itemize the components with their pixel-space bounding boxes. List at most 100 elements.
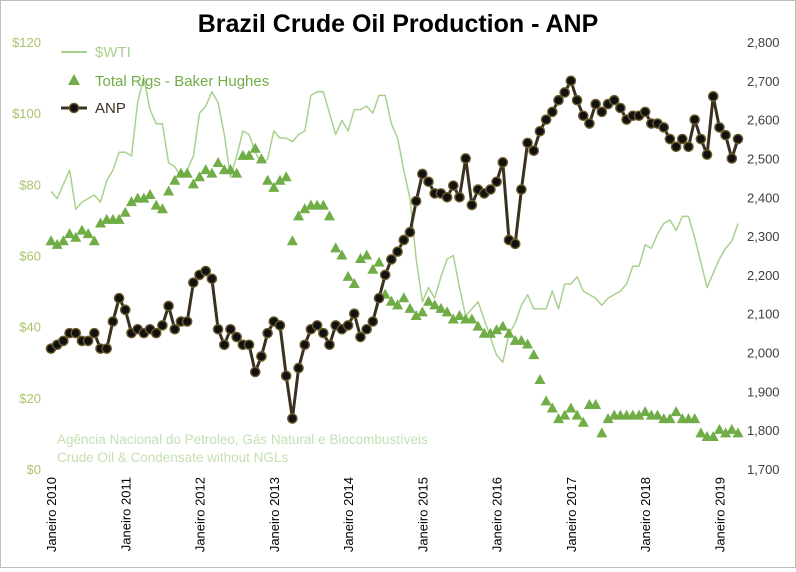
- anp-marker: [559, 87, 571, 98]
- rigs-marker: [342, 270, 354, 281]
- rigs-marker: [373, 256, 385, 267]
- rigs-marker: [602, 413, 614, 424]
- x-axis-tick-label: Janeiro 2012: [193, 477, 208, 552]
- rigs-marker: [639, 406, 651, 417]
- rigs-marker: [299, 203, 311, 214]
- anp-marker: [398, 234, 410, 246]
- anp-marker: [355, 331, 366, 343]
- x-axis-tick-label: Janeiro 2018: [638, 477, 653, 552]
- anp-marker: [565, 75, 577, 87]
- anp-marker: [707, 91, 719, 102]
- rigs-marker: [410, 309, 422, 320]
- anp-marker: [119, 304, 131, 316]
- anp-marker: [658, 122, 670, 133]
- rigs-marker: [472, 320, 484, 331]
- right-axis-tick-label: 2,600: [747, 113, 780, 128]
- rigs-marker: [497, 320, 509, 331]
- anp-marker: [547, 106, 558, 118]
- rigs-marker: [262, 174, 274, 185]
- anp-marker: [101, 343, 113, 354]
- rigs-marker: [194, 171, 206, 182]
- rigs-marker: [695, 427, 707, 438]
- annotation-line: Agência Nacional do Petroleo, Gás Natura…: [57, 432, 428, 447]
- rigs-marker: [392, 299, 404, 310]
- rigs-marker: [652, 409, 664, 420]
- anp-marker: [670, 141, 682, 153]
- rigs-marker: [212, 156, 224, 167]
- anp-marker: [689, 114, 700, 125]
- left-axis-tick-label: $0: [27, 462, 41, 477]
- rigs-marker: [484, 327, 496, 338]
- anp-marker: [460, 153, 471, 164]
- rigs-marker: [187, 178, 199, 189]
- right-axis-tick-label: 2,400: [747, 190, 780, 205]
- rigs-marker: [466, 313, 478, 324]
- anp-series: [45, 75, 744, 424]
- anp-marker: [287, 413, 298, 424]
- right-axis-tick-label: 1,900: [747, 384, 780, 399]
- rigs-marker: [534, 374, 546, 385]
- anp-marker: [410, 195, 422, 207]
- rigs-marker: [522, 338, 534, 349]
- legend-label-anp: ANP: [95, 100, 126, 117]
- rigs-marker: [70, 231, 82, 242]
- rigs-marker: [125, 196, 137, 207]
- anp-marker: [491, 176, 502, 188]
- legend-label-wti: $WTI: [95, 44, 131, 61]
- anp-marker: [528, 145, 540, 156]
- right-axis-tick-label: 2,000: [747, 346, 780, 361]
- anp-marker: [447, 180, 459, 191]
- rigs-marker: [82, 228, 94, 239]
- anp-marker: [553, 94, 564, 106]
- anp-marker: [262, 327, 273, 339]
- rigs-marker: [243, 149, 255, 160]
- anp-marker: [89, 327, 100, 339]
- rigs-marker: [268, 181, 280, 192]
- anp-marker: [348, 308, 360, 320]
- x-axis-tick-label: Janeiro 2019: [712, 477, 727, 552]
- anp-marker: [695, 133, 707, 145]
- chart-title: Brazil Crude Oil Production - ANP: [198, 10, 599, 38]
- anp-marker: [608, 94, 620, 106]
- anp-marker: [318, 327, 329, 339]
- rigs-marker: [224, 164, 236, 175]
- rigs-marker: [354, 253, 366, 264]
- rigs-marker: [633, 409, 645, 420]
- left-axis-tick-label: $20: [19, 391, 41, 406]
- rigs-marker: [95, 217, 107, 228]
- rigs-marker: [670, 406, 682, 417]
- anp-marker: [701, 149, 713, 160]
- rigs-marker: [664, 413, 676, 424]
- wti-series: [50, 76, 739, 364]
- rigs-marker: [596, 427, 608, 438]
- anp-marker: [249, 366, 261, 378]
- rigs-marker: [280, 171, 292, 182]
- rigs-marker: [76, 224, 88, 235]
- annotation: Agência Nacional do Petroleo, Gás Natura…: [57, 432, 428, 465]
- anp-marker: [70, 327, 82, 339]
- legend: $WTI Total Rigs - Baker Hughes ANP: [61, 44, 269, 117]
- rigs-series: [45, 142, 744, 441]
- rigs-marker: [348, 277, 360, 288]
- anp-marker: [454, 191, 465, 203]
- rigs-marker: [45, 235, 57, 246]
- wti-line: [50, 76, 739, 364]
- rigs-marker: [404, 302, 416, 313]
- anp-marker: [522, 137, 533, 149]
- anp-marker: [367, 316, 379, 327]
- rigs-marker: [200, 164, 212, 175]
- rigs-marker: [720, 427, 732, 438]
- right-axis-tick-label: 2,800: [747, 35, 780, 50]
- anp-marker: [299, 339, 311, 351]
- anp-marker: [466, 199, 478, 211]
- right-axis-tick-label: 2,300: [747, 229, 780, 244]
- anp-marker: [218, 339, 230, 351]
- rigs-marker: [565, 402, 577, 413]
- right-axis-tick-label: 2,500: [747, 151, 780, 166]
- anp-marker: [683, 141, 694, 153]
- anp-marker: [441, 191, 453, 203]
- anp-marker: [540, 114, 552, 125]
- left-axis-tick-label: $60: [19, 249, 41, 264]
- left-axis-tick-label: $40: [19, 320, 41, 335]
